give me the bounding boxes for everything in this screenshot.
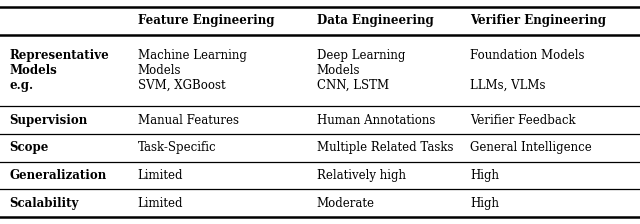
Text: Generalization: Generalization [10,169,107,182]
Text: Scope: Scope [10,141,49,154]
Text: Task-Specific: Task-Specific [138,141,216,154]
Text: Human Annotations: Human Annotations [317,114,435,127]
Text: Multiple Related Tasks: Multiple Related Tasks [317,141,453,154]
Text: Representative
Models
e.g.: Representative Models e.g. [10,49,109,92]
Text: Moderate: Moderate [317,197,375,210]
Text: Data Engineering: Data Engineering [317,14,433,27]
Text: Verifier Engineering: Verifier Engineering [470,14,607,27]
Text: Feature Engineering: Feature Engineering [138,14,274,27]
Text: High: High [470,169,499,182]
Text: Relatively high: Relatively high [317,169,406,182]
Text: High: High [470,197,499,210]
Text: Deep Learning
Models
CNN, LSTM: Deep Learning Models CNN, LSTM [317,49,405,92]
Text: Manual Features: Manual Features [138,114,239,127]
Text: Limited: Limited [138,169,183,182]
Text: Limited: Limited [138,197,183,210]
Text: Machine Learning
Models
SVM, XGBoost: Machine Learning Models SVM, XGBoost [138,49,246,92]
Text: Verifier Feedback: Verifier Feedback [470,114,576,127]
Text: Scalability: Scalability [10,197,79,210]
Text: General Intelligence: General Intelligence [470,141,592,154]
Text: Supervision: Supervision [10,114,88,127]
Text: Foundation Models

LLMs, VLMs: Foundation Models LLMs, VLMs [470,49,585,92]
